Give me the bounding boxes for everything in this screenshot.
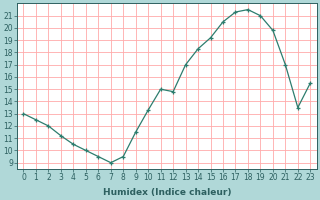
- X-axis label: Humidex (Indice chaleur): Humidex (Indice chaleur): [103, 188, 231, 197]
